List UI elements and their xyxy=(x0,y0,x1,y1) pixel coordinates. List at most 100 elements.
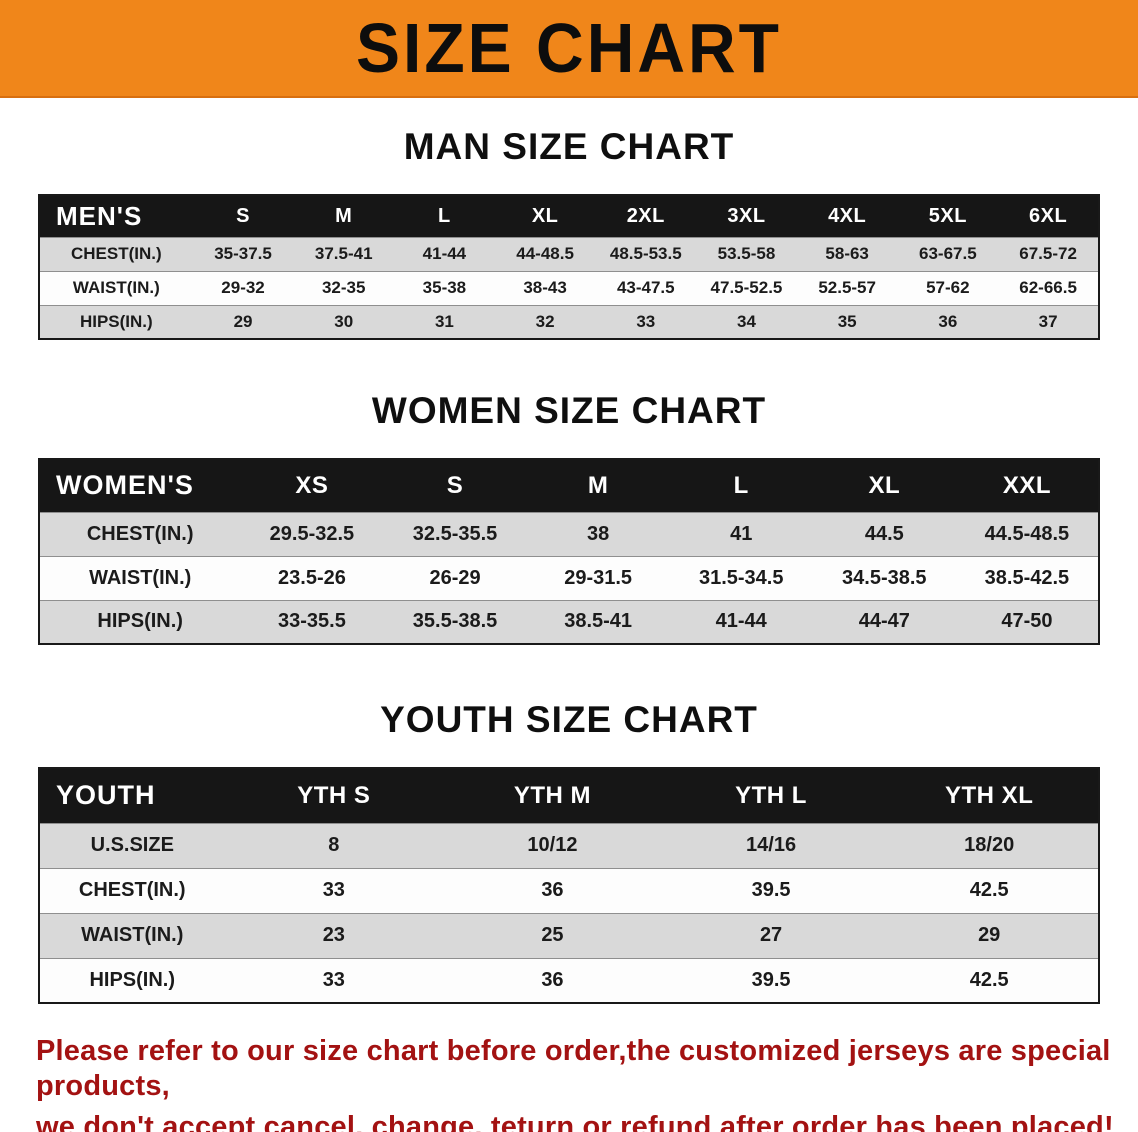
table-row: WAIST(IN.) 23.5-26 26-29 29-31.5 31.5-34.5 34… xyxy=(39,555,1099,600)
size-header-cell: L xyxy=(669,459,813,512)
value-cell: 36 xyxy=(443,867,662,913)
row-label-cell: WAIST(IN.) xyxy=(39,270,193,305)
size-table: MEN'S S M L XL 2XL 3XL 4XL 5XL 6XL CHEST(IN.) 35-37… xyxy=(38,194,1100,340)
size-header-cell: L xyxy=(394,195,495,237)
value-cell: 33-35.5 xyxy=(240,599,384,644)
size-header-cell: YTH S xyxy=(224,768,444,823)
value-cell: 14/16 xyxy=(661,822,881,868)
value-cell: 41-44 xyxy=(394,236,495,271)
value-cell: 25 xyxy=(443,912,662,958)
value-cell: 35 xyxy=(796,304,898,339)
value-cell: 36 xyxy=(897,304,999,339)
table-row: HIPS(IN.) 29 30 31 32 33 34 35 36 37 xyxy=(39,304,1099,339)
value-cell: 29 xyxy=(880,912,1099,958)
value-cell: 32 xyxy=(494,304,596,339)
table-row: CHEST(IN.) 29.5-32.5 32.5-35.5 38 41 44.5 44.5… xyxy=(39,511,1099,556)
table-row: WAIST(IN.) 23 25 27 29 xyxy=(39,912,1099,958)
row-label-cell: CHEST(IN.) xyxy=(39,511,241,556)
value-cell: 35-38 xyxy=(394,270,495,305)
value-cell: 26-29 xyxy=(383,555,527,600)
table-row: CHEST(IN.) 35-37.5 37.5-41 41-44 44-48.5 48.5… xyxy=(39,236,1099,271)
value-cell: 39.5 xyxy=(661,867,881,913)
order-note-line-1: Please refer to our size chart before or… xyxy=(36,1035,1111,1102)
value-cell: 67.5-72 xyxy=(998,236,1099,271)
page-title: SIZE CHART xyxy=(356,9,782,87)
value-cell: 62-66.5 xyxy=(998,270,1099,305)
row-label-cell: WAIST(IN.) xyxy=(39,555,241,600)
size-header-cell: 4XL xyxy=(796,195,898,237)
value-cell: 38.5-41 xyxy=(526,599,670,644)
size-header-cell: S xyxy=(192,195,294,237)
table-row: WAIST(IN.) 29-32 32-35 35-38 38-43 43-47.5 47.… xyxy=(39,270,1099,305)
value-cell: 44.5-48.5 xyxy=(955,511,1099,556)
size-header-cell: M xyxy=(526,459,670,512)
value-cell: 33 xyxy=(224,957,444,1003)
banner: SIZE CHART xyxy=(0,0,1138,98)
table-title-cell: WOMEN'S xyxy=(39,459,241,512)
value-cell: 33 xyxy=(595,304,697,339)
value-cell: 29-31.5 xyxy=(526,555,670,600)
row-label-cell: HIPS(IN.) xyxy=(39,957,225,1003)
value-cell: 43-47.5 xyxy=(595,270,697,305)
value-cell: 34.5-38.5 xyxy=(812,555,956,600)
value-cell: 38-43 xyxy=(494,270,596,305)
table-title-cell: MEN'S xyxy=(39,195,193,237)
value-cell: 35-37.5 xyxy=(192,236,294,271)
value-cell: 35.5-38.5 xyxy=(383,599,527,644)
value-cell: 44-47 xyxy=(812,599,956,644)
value-cell: 10/12 xyxy=(443,822,662,868)
women-section-heading: WOMEN SIZE CHART xyxy=(371,390,767,431)
value-cell: 39.5 xyxy=(661,957,881,1003)
row-label-cell: CHEST(IN.) xyxy=(39,236,193,271)
value-cell: 63-67.5 xyxy=(897,236,999,271)
size-table: WOMEN'S XS S M L XL XXL CHEST(IN.) 29.5-32.5 32.5… xyxy=(38,458,1100,645)
size-header-cell: XL xyxy=(494,195,596,237)
value-cell: 36 xyxy=(443,957,662,1003)
size-header-cell: S xyxy=(383,459,527,512)
size-header-cell: XS xyxy=(240,459,384,512)
value-cell: 32-35 xyxy=(293,270,395,305)
youth-size-section: YOUTH SIZE CHART YOUTH YTH S YTH M YTH L YTH… xyxy=(0,699,1138,1004)
value-cell: 8 xyxy=(224,822,444,868)
value-cell: 29-32 xyxy=(192,270,294,305)
women-size-table-container: WOMEN'S XS S M L XL XXL CHEST(IN.) 29.5-32.5 32.5… xyxy=(38,458,1100,645)
value-cell: 30 xyxy=(293,304,395,339)
value-cell: 31 xyxy=(394,304,495,339)
size-header-cell: M xyxy=(293,195,395,237)
value-cell: 41-44 xyxy=(669,599,813,644)
row-label-cell: CHEST(IN.) xyxy=(39,867,225,913)
value-cell: 47.5-52.5 xyxy=(696,270,797,305)
youth-section-heading: YOUTH SIZE CHART xyxy=(380,699,758,740)
row-label-cell: HIPS(IN.) xyxy=(39,304,193,339)
value-cell: 44-48.5 xyxy=(494,236,596,271)
table-header-row: YOUTH YTH S YTH M YTH L YTH XL xyxy=(39,768,1099,823)
table-header-row: MEN'S S M L XL 2XL 3XL 4XL 5XL 6XL xyxy=(39,195,1099,237)
value-cell: 38 xyxy=(526,511,670,556)
value-cell: 44.5 xyxy=(812,511,956,556)
value-cell: 42.5 xyxy=(880,867,1099,913)
value-cell: 29 xyxy=(192,304,294,339)
order-note: Please refer to our size chart before or… xyxy=(36,1034,1118,1132)
value-cell: 32.5-35.5 xyxy=(383,511,527,556)
value-cell: 37.5-41 xyxy=(293,236,395,271)
value-cell: 42.5 xyxy=(880,957,1099,1003)
value-cell: 37 xyxy=(998,304,1099,339)
row-label-cell: U.S.SIZE xyxy=(39,822,225,868)
size-table: YOUTH YTH S YTH M YTH L YTH XL U.S.SIZE 8 10/12… xyxy=(38,767,1100,1004)
value-cell: 48.5-53.5 xyxy=(595,236,697,271)
value-cell: 58-63 xyxy=(796,236,898,271)
table-row: HIPS(IN.) 33 36 39.5 42.5 xyxy=(39,957,1099,1003)
value-cell: 53.5-58 xyxy=(696,236,797,271)
value-cell: 57-62 xyxy=(897,270,999,305)
value-cell: 31.5-34.5 xyxy=(669,555,813,600)
value-cell: 52.5-57 xyxy=(796,270,898,305)
value-cell: 33 xyxy=(224,867,444,913)
table-row: HIPS(IN.) 33-35.5 35.5-38.5 38.5-41 41-44 44-… xyxy=(39,599,1099,644)
row-label-cell: HIPS(IN.) xyxy=(39,599,241,644)
order-note-line-2: we don't accept cancel, change, teturn o… xyxy=(36,1110,1114,1132)
value-cell: 23 xyxy=(224,912,444,958)
men-section-heading: MAN SIZE CHART xyxy=(403,126,735,167)
table-row: U.S.SIZE 8 10/12 14/16 18/20 xyxy=(39,822,1099,868)
size-header-cell: XXL xyxy=(955,459,1099,512)
table-title-cell: YOUTH xyxy=(39,768,225,823)
